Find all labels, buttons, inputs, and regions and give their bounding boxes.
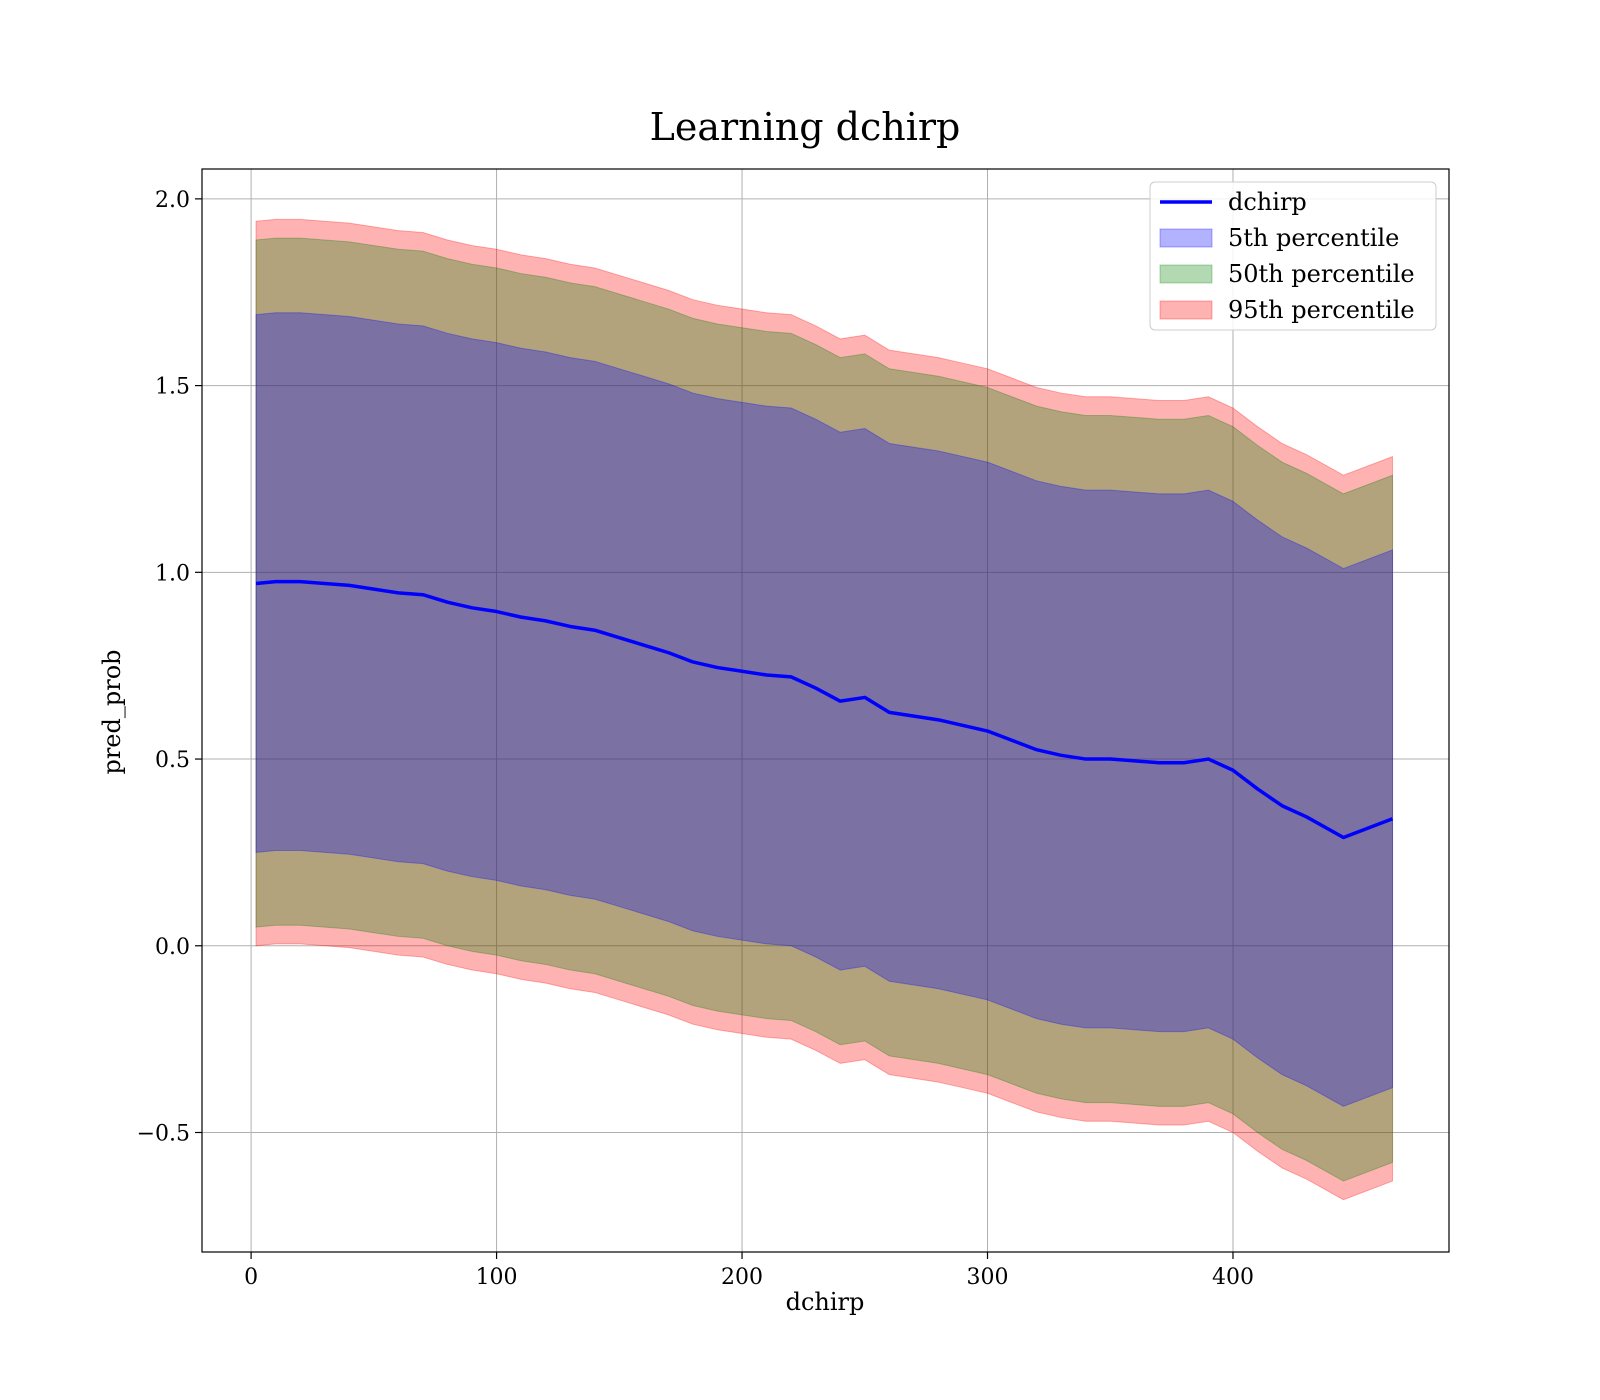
y-tick-label: 1.5: [155, 375, 190, 400]
series-lines: [255, 579, 1394, 840]
x-tick-label: 200: [721, 1265, 763, 1290]
x-axis-label: dchirp: [786, 1288, 865, 1316]
percentile-bands: [255, 218, 1394, 1201]
chart-title: Learning dchirp: [650, 105, 961, 149]
x-tick-label: 400: [1212, 1265, 1254, 1290]
legend-swatch-patch: [1159, 228, 1213, 248]
y-tick-label: −0.5: [137, 1121, 190, 1146]
legend-label: dchirp: [1228, 188, 1307, 216]
y-ticks: −0.5 0.0 0.5 1.0 1.5 2.0: [137, 188, 202, 1146]
legend: dchirp 5th percentile 50th percentile 95th …: [1149, 181, 1437, 331]
y-axis-label: pred_prob: [98, 649, 126, 774]
legend-label: 50th percentile: [1228, 260, 1415, 288]
x-tick-label: 100: [476, 1265, 518, 1290]
band-5th-percentile: [255, 312, 1394, 1107]
legend-swatch-patch: [1159, 300, 1213, 320]
y-tick-label: 1.0: [155, 561, 190, 586]
band-50th-percentile: [255, 237, 1394, 1182]
y-tick-label: 2.0: [155, 188, 190, 213]
plot-frame: [201, 168, 1450, 1253]
series-line-dchirp: [255, 579, 1394, 840]
y-tick-label: 0.5: [155, 748, 190, 773]
legend-box: [1149, 181, 1437, 331]
legend-label: 95th percentile: [1228, 296, 1415, 324]
x-tick-label: 300: [967, 1265, 1009, 1290]
grid: [202, 169, 1449, 1252]
legend-label: 5th percentile: [1228, 224, 1399, 252]
legend-swatch-patch: [1159, 264, 1213, 284]
band-95th-percentile: [255, 218, 1394, 1201]
y-tick-label: 0.0: [155, 935, 190, 960]
x-tick-label: 0: [244, 1265, 258, 1290]
x-ticks: 0 100 200 300 400: [244, 1252, 1254, 1290]
